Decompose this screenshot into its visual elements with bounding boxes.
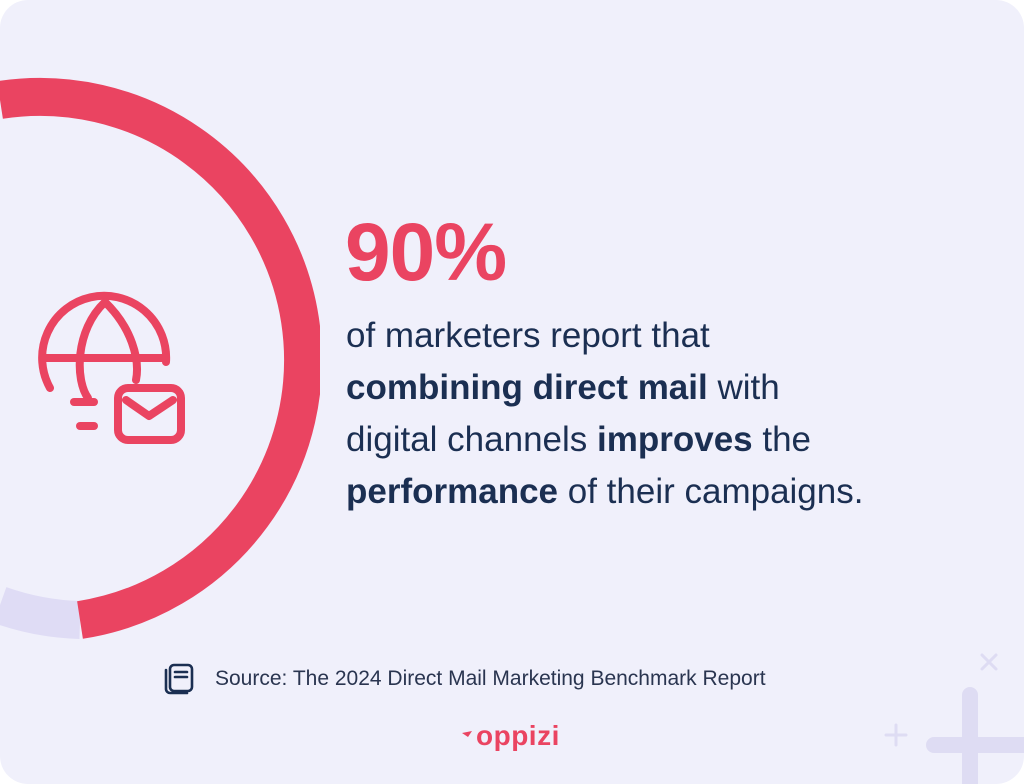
oppizi-logo-mark-icon: [462, 731, 472, 737]
brand-logo: oppizi: [460, 720, 560, 752]
stat-value: 90%: [345, 207, 507, 298]
decorative-crosses: [884, 653, 1024, 784]
source-text: Source: The 2024 Direct Mail Marketing B…: [215, 667, 766, 690]
stat-line-4: performance of their campaigns.: [346, 472, 864, 511]
ring-track: [0, 586, 81, 639]
stat-line-1: of marketers report that: [346, 316, 710, 355]
ring-fill: [0, 77, 320, 639]
source-citation: Source: The 2024 Direct Mail Marketing B…: [163, 659, 766, 699]
stat-line-2: combining direct mail with: [346, 368, 780, 407]
document-icon: [164, 663, 194, 695]
percentage-ring: [0, 77, 320, 639]
brand-name: oppizi: [476, 720, 560, 751]
globe-mail-icon: [38, 291, 185, 444]
stat-description: of marketers report that combining direc…: [346, 310, 986, 518]
stat-line-3: digital channels improves the: [346, 420, 812, 459]
